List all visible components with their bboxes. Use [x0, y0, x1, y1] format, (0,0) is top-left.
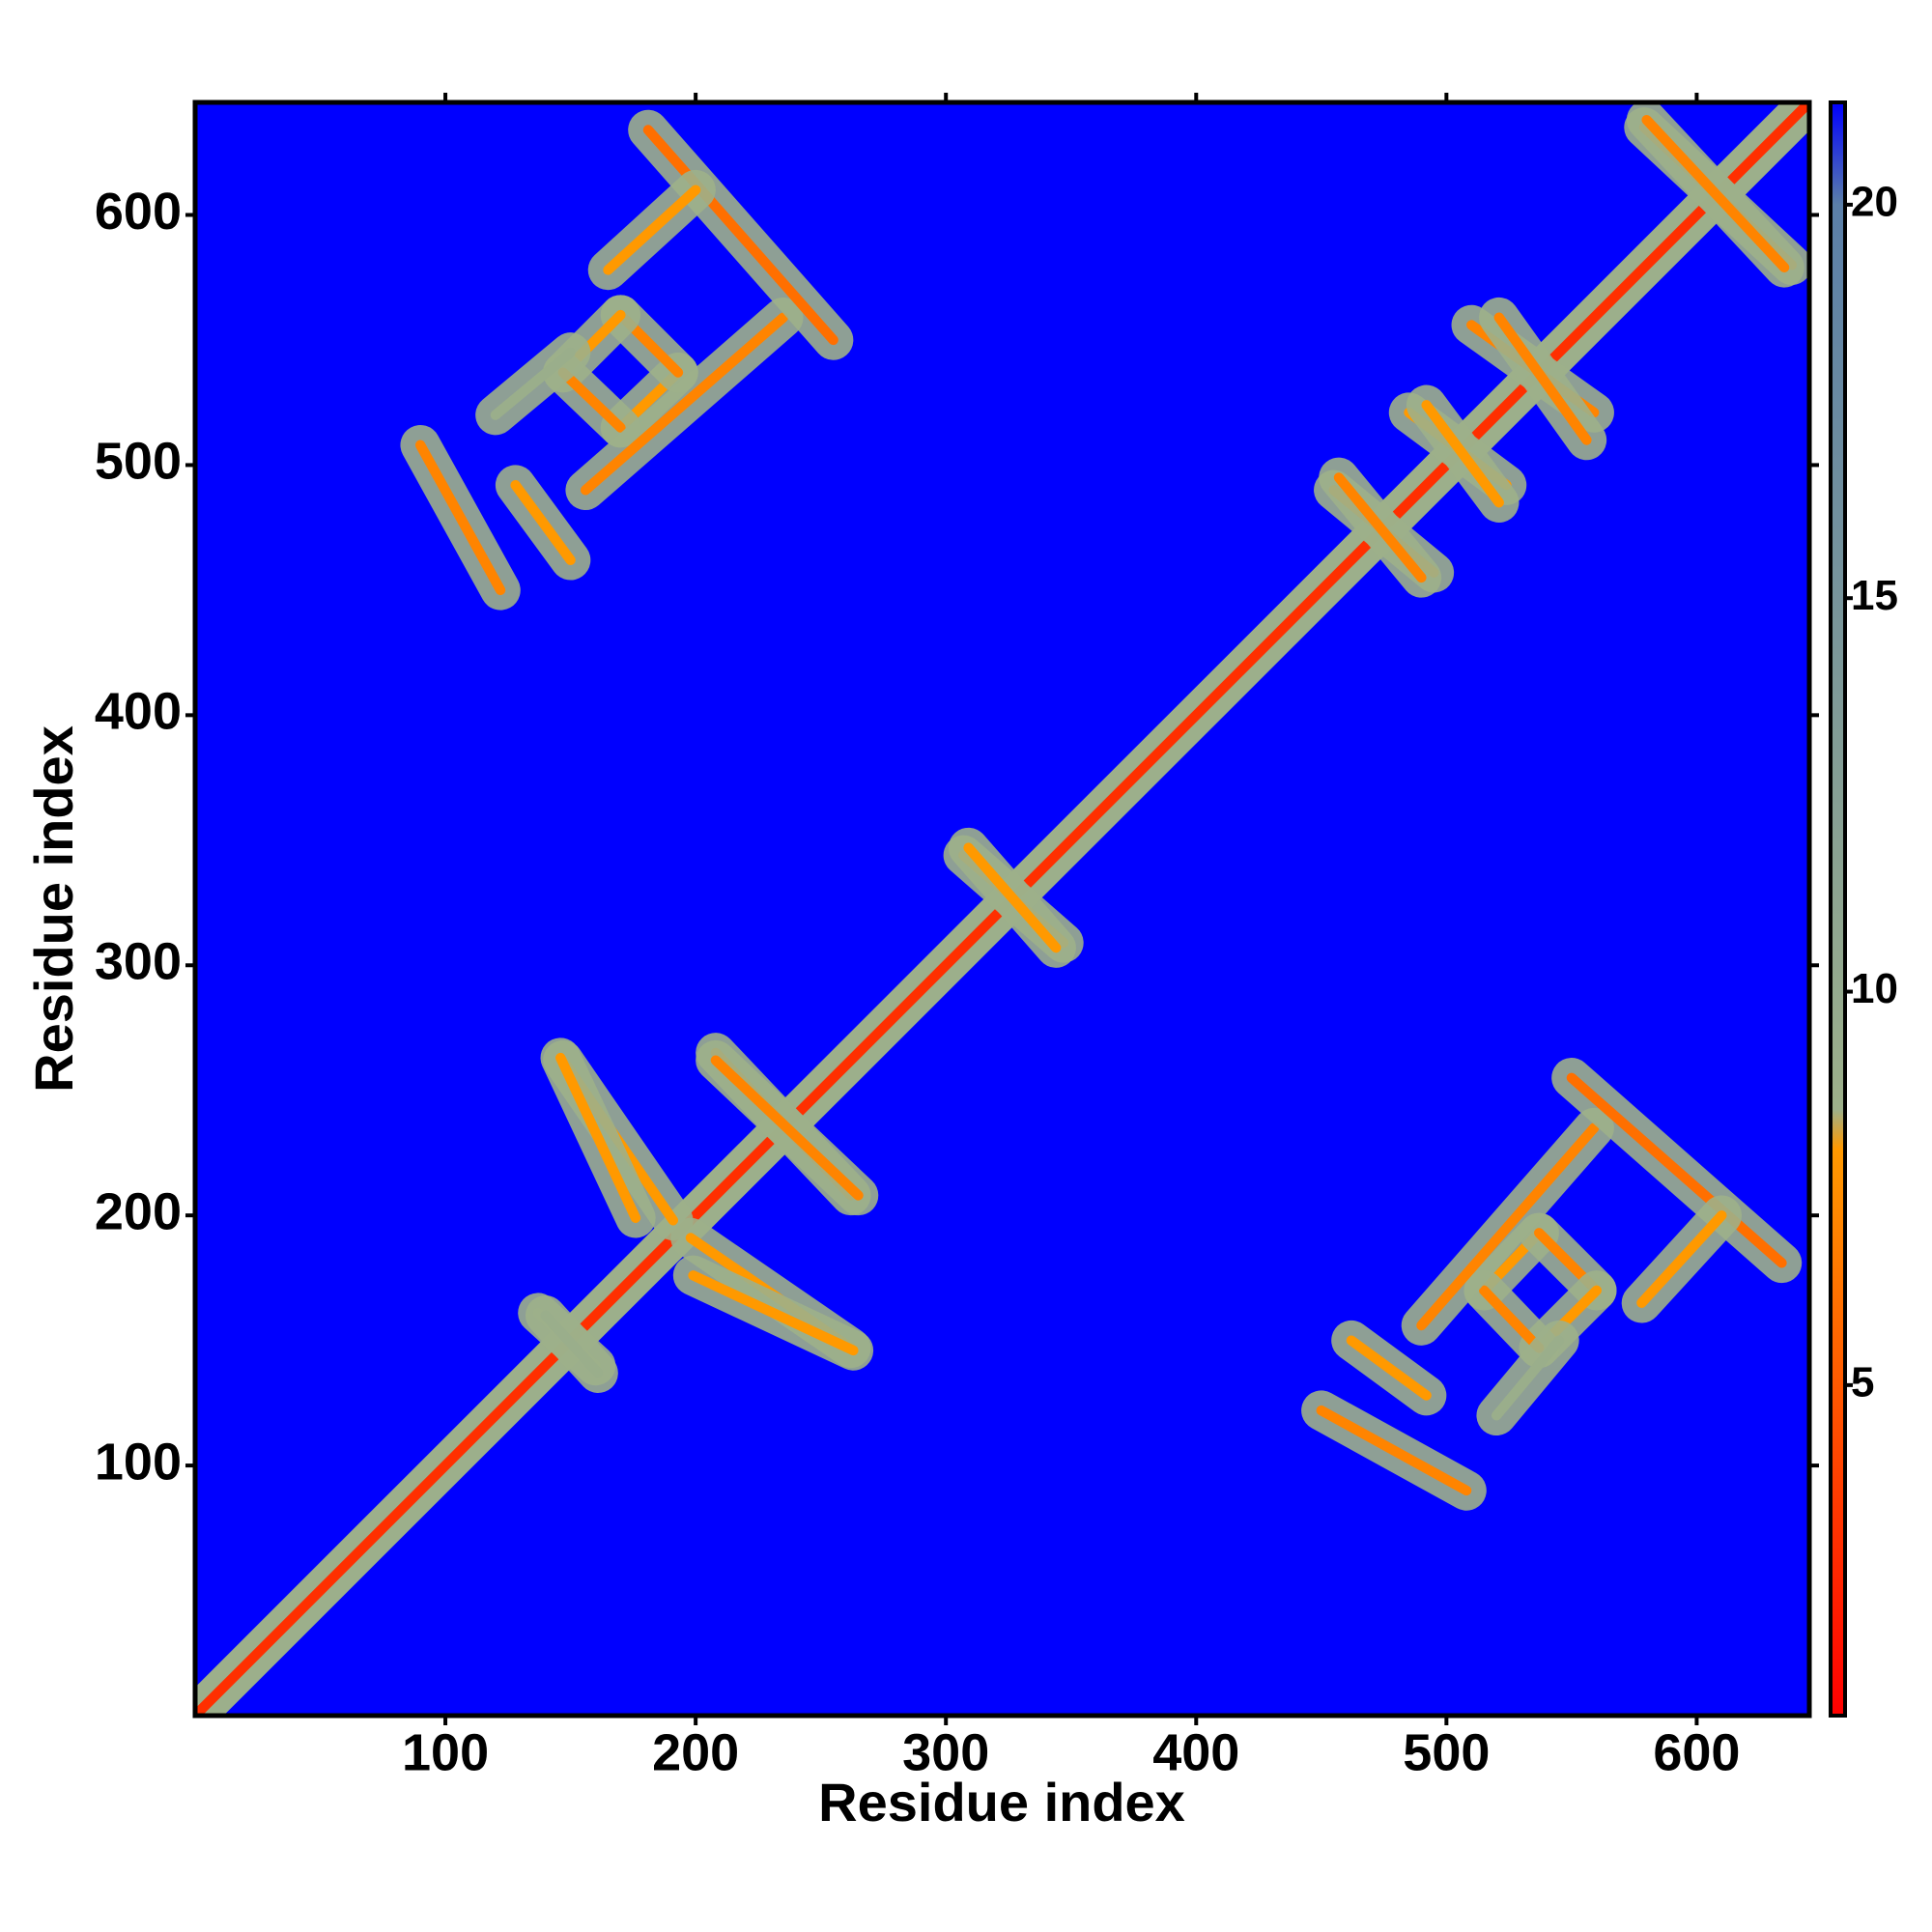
contact-core [555, 1052, 641, 1223]
contact-core [1479, 1285, 1545, 1353]
y-tick-label: 600 [95, 183, 182, 241]
contact-core [540, 1310, 604, 1378]
x-axis-title: Residue index [818, 1772, 1185, 1833]
contact-core [1346, 1335, 1432, 1401]
colorbar-tick-label: 15 [1851, 572, 1898, 619]
contact-core [580, 312, 788, 496]
contact-core [490, 347, 576, 420]
contact-core [1421, 400, 1504, 508]
x-tick-label: 600 [1653, 1723, 1740, 1781]
colorbar-tick-label: 5 [1851, 1358, 1874, 1406]
contact-core [1493, 312, 1592, 445]
contact-core [963, 842, 1062, 953]
x-tick-label: 100 [402, 1723, 489, 1781]
contact-core [642, 125, 838, 346]
y-tick-label: 400 [95, 683, 182, 741]
plot-frame [192, 99, 1812, 1719]
y-axis-title: Residue index [23, 725, 84, 1093]
colorbar-tick-label: 10 [1851, 965, 1898, 1012]
x-tick-label: 500 [1403, 1723, 1490, 1781]
y-tick-label: 100 [95, 1433, 182, 1491]
contact-core [688, 1270, 859, 1356]
contact-core [1333, 472, 1427, 583]
y-tick-label: 200 [95, 1182, 182, 1240]
x-tick-label: 200 [652, 1723, 739, 1781]
contact-layer [195, 102, 1809, 1716]
contact-core [603, 185, 701, 275]
y-tick-label: 300 [95, 933, 182, 991]
x-tick-label: 400 [1152, 1723, 1239, 1781]
contact-core [1641, 114, 1790, 273]
colorbar-tick-label: 20 [1851, 179, 1898, 226]
contact-core [1636, 1209, 1727, 1308]
contact-core [1566, 1072, 1787, 1268]
contact-core [557, 367, 626, 433]
y-tick-label: 500 [95, 433, 182, 491]
contact-core [710, 1055, 864, 1201]
contact-core [1316, 1405, 1472, 1496]
colorbar [1829, 100, 1847, 1718]
x-tick-label: 300 [902, 1723, 989, 1781]
contact-core [1416, 1122, 1600, 1331]
contact-core [414, 440, 506, 596]
contact-core [510, 479, 576, 565]
contact-core [1491, 1335, 1565, 1421]
